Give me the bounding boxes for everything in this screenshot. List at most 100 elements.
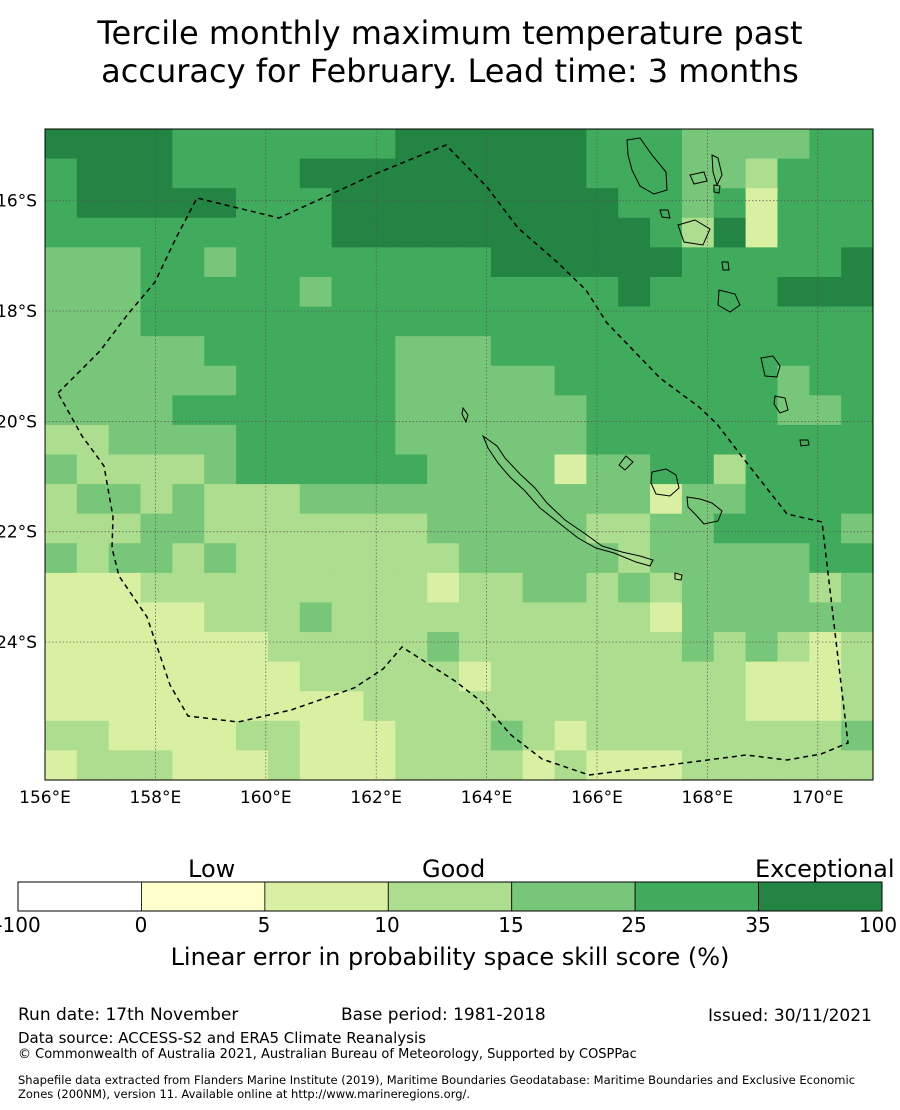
skill-cell (554, 632, 587, 663)
loyalty-island-mare (686, 496, 723, 525)
skill-cell (395, 365, 428, 396)
skill-cell (108, 188, 142, 219)
skill-cell (554, 661, 587, 692)
skill-cell (841, 632, 874, 663)
skill-cell (108, 543, 142, 574)
skill-cell (331, 217, 365, 248)
skill-cell (522, 602, 556, 633)
new-caledonia-island (481, 434, 654, 567)
loyalty-island-ouvea (618, 455, 634, 471)
skill-cell (267, 129, 301, 160)
map-ticks: 156°E 158°E 160°E 162°E 164°E 166°E 168°E 170°E… (0, 192, 844, 808)
skill-cell (172, 129, 205, 160)
skill-cell (809, 484, 842, 515)
skill-cell (363, 632, 396, 663)
skill-cell (459, 454, 492, 485)
skill-cell (427, 454, 460, 485)
x-tick-label: 158°E (130, 788, 182, 808)
skill-cell (586, 750, 619, 781)
ambrym-island (689, 171, 708, 185)
skill-cell (713, 661, 747, 692)
skill-cell (554, 158, 587, 189)
skill-cell (522, 365, 556, 396)
skill-cell (331, 543, 365, 574)
skill-cell (76, 158, 110, 189)
skill-cell (777, 691, 810, 722)
skill-cell (204, 602, 237, 633)
skill-cell (522, 247, 556, 278)
skill-cell (236, 602, 269, 633)
skill-cell (363, 454, 396, 485)
coastlines (461, 137, 810, 581)
colorbar-tick: 5 (257, 913, 271, 937)
skill-cell (650, 661, 683, 692)
skill-cell (331, 661, 365, 692)
skill-cell (299, 395, 333, 426)
skill-cell (650, 395, 683, 426)
skill-cell (681, 632, 715, 663)
skill-cell (745, 720, 779, 752)
skill-cell (554, 543, 587, 574)
skill-cell (140, 632, 173, 663)
skill-cell (713, 395, 747, 426)
skill-cell (490, 691, 524, 722)
skill-cell (172, 306, 205, 337)
skill-cell (363, 513, 396, 544)
skill-cell (331, 247, 365, 278)
skill-cell (490, 158, 524, 189)
skill-cell (267, 454, 301, 485)
skill-cell (681, 720, 715, 752)
skill-cell (45, 513, 78, 544)
skill-cell (777, 454, 810, 485)
skill-cell (841, 276, 874, 308)
x-tick-label: 156°E (19, 788, 71, 808)
skill-cell (459, 306, 492, 337)
skill-cell (745, 543, 779, 574)
skill-cell (459, 720, 492, 752)
skill-cell (554, 572, 587, 604)
skill-cell (299, 691, 333, 722)
skill-cell (490, 247, 524, 278)
skill-cell (681, 424, 715, 456)
skill-cell (76, 306, 110, 337)
skill-cell (459, 247, 492, 278)
espiritu-santo-island (626, 137, 668, 195)
skill-cell (172, 188, 205, 219)
skill-cell (650, 602, 683, 633)
skill-cell (713, 602, 747, 633)
skill-cell (713, 158, 747, 189)
skill-cell (586, 395, 619, 426)
skill-cell (395, 129, 428, 160)
skill-cell (459, 661, 492, 692)
skill-cell (45, 454, 78, 485)
skill-cell (267, 424, 301, 456)
skill-cell (267, 513, 301, 544)
skill-cell (841, 454, 874, 485)
skill-cell (586, 484, 619, 515)
colorbar-tick: -100 (0, 913, 41, 937)
skill-cell (522, 484, 556, 515)
skill-cell (267, 661, 301, 692)
skill-cell (618, 632, 651, 663)
skill-cell (331, 691, 365, 722)
skill-cell (586, 424, 619, 456)
skill-cell (76, 572, 110, 604)
skill-cell (681, 572, 715, 604)
skill-cell (204, 158, 237, 189)
skill-cell (76, 129, 110, 160)
colorbar-segment (141, 881, 266, 912)
skill-cell (777, 513, 810, 544)
skill-cell (172, 572, 205, 604)
skill-cell (76, 217, 110, 248)
skill-cell (395, 188, 428, 219)
map-title: Tercile monthly maximum temperature past… (0, 14, 900, 90)
skill-cell (204, 484, 237, 515)
skill-cell (299, 217, 333, 248)
skill-cell (108, 454, 142, 485)
skill-cell (459, 129, 492, 160)
small-island-3 (721, 261, 730, 271)
skill-cell (236, 424, 269, 456)
skill-cell (650, 691, 683, 722)
skill-cell (299, 543, 333, 574)
skill-cell (363, 750, 396, 781)
